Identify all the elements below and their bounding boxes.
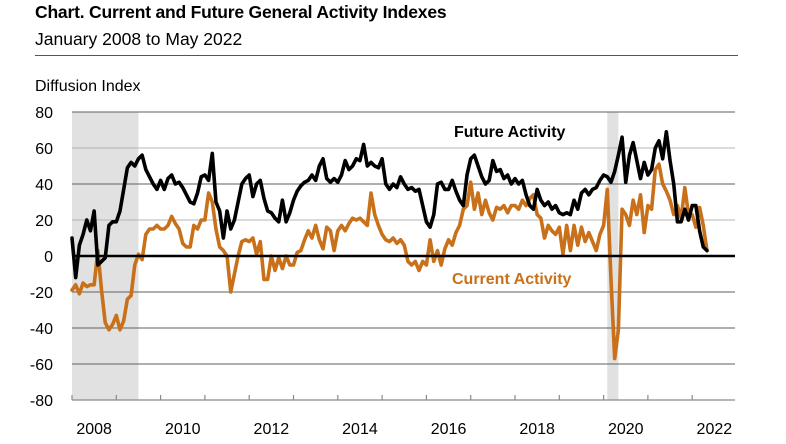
x-tick-label: 2020 — [608, 421, 644, 438]
y-tick-label: 20 — [35, 213, 53, 230]
y-tick-label: 0 — [44, 249, 53, 266]
chart-title: Chart. Current and Future General Activi… — [35, 2, 447, 22]
x-tick-label: 2016 — [431, 421, 467, 438]
y-tick-label: 60 — [35, 141, 53, 158]
y-tick-label: -40 — [30, 321, 53, 338]
x-tick-label: 2010 — [165, 421, 201, 438]
y-axis-label: Diffusion Index — [35, 78, 141, 95]
x-tick-label: 2014 — [342, 421, 378, 438]
future-activity-line — [70, 130, 709, 280]
chart-subtitle: January 2008 to May 2022 — [35, 29, 243, 49]
y-tick-label: -60 — [30, 357, 53, 374]
x-axis-ticks: 2008 2010 2012 2014 2016 2018 2020 2022 — [71, 395, 733, 438]
y-axis-ticks: 80 60 40 20 0 -20 -40 -60 -80 — [30, 105, 53, 410]
y-tick-label: -20 — [30, 285, 53, 302]
future-activity-label: Future Activity — [454, 124, 566, 141]
x-tick-label: 2022 — [697, 421, 733, 438]
y-tick-label: -80 — [30, 393, 53, 410]
current-activity-label: Current Activity — [452, 271, 572, 288]
current-activity-line — [70, 162, 709, 361]
series-lines — [70, 130, 709, 361]
x-tick-label: 2018 — [519, 421, 555, 438]
title-divider — [35, 55, 738, 56]
x-tick-label: 2008 — [76, 421, 112, 438]
x-tick-label: 2012 — [254, 421, 290, 438]
y-tick-label: 40 — [35, 177, 53, 194]
y-tick-label: 80 — [35, 105, 53, 122]
